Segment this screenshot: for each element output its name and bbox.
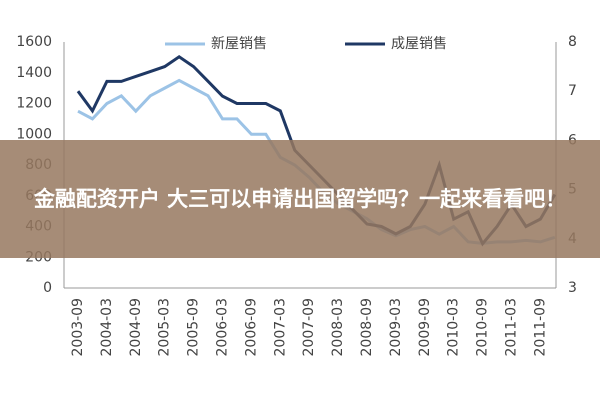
banner-text: 金融配资开户 大三可以申请出国留学吗？一起来看看吧！ xyxy=(33,187,567,211)
x-tick-label: 2007-09 xyxy=(301,298,317,357)
y-tick-label: 1600 xyxy=(16,34,52,50)
legend-label: 成屋销售 xyxy=(391,36,447,52)
y-tick-label: 0 xyxy=(43,280,52,296)
x-tick-label: 2004-09 xyxy=(128,298,144,357)
x-tick-label: 2011-09 xyxy=(532,298,548,357)
x-tick-label: 2004-03 xyxy=(99,298,115,357)
x-tick-label: 2005-03 xyxy=(157,298,173,357)
x-tick-label: 2009-09 xyxy=(417,298,433,357)
x-tick-label: 2006-09 xyxy=(243,298,259,357)
x-tick-label: 2010-03 xyxy=(446,298,462,357)
legend-label: 新屋销售 xyxy=(211,36,267,52)
x-tick-label: 2007-03 xyxy=(272,298,288,357)
y2-tick-label: 7 xyxy=(568,83,577,99)
x-tick-label: 2010-09 xyxy=(475,298,491,357)
x-tick-label: 2011-03 xyxy=(504,298,520,357)
y2-tick-label: 8 xyxy=(568,34,577,50)
x-tick-label: 2009-03 xyxy=(388,298,404,357)
x-tick-label: 2005-09 xyxy=(186,298,202,357)
x-tick-label: 2003-09 xyxy=(70,298,86,357)
banner: 金融配资开户 大三可以申请出国留学吗？一起来看看吧！ xyxy=(0,140,600,258)
x-tick-label: 2008-09 xyxy=(359,298,375,357)
x-tick-label: 2006-03 xyxy=(215,298,231,357)
y2-tick-label: 3 xyxy=(568,280,577,296)
x-tick-label: 2008-03 xyxy=(330,298,346,357)
y-tick-label: 1200 xyxy=(16,96,52,112)
y-tick-label: 1000 xyxy=(16,126,52,142)
y-tick-label: 1400 xyxy=(16,65,52,81)
